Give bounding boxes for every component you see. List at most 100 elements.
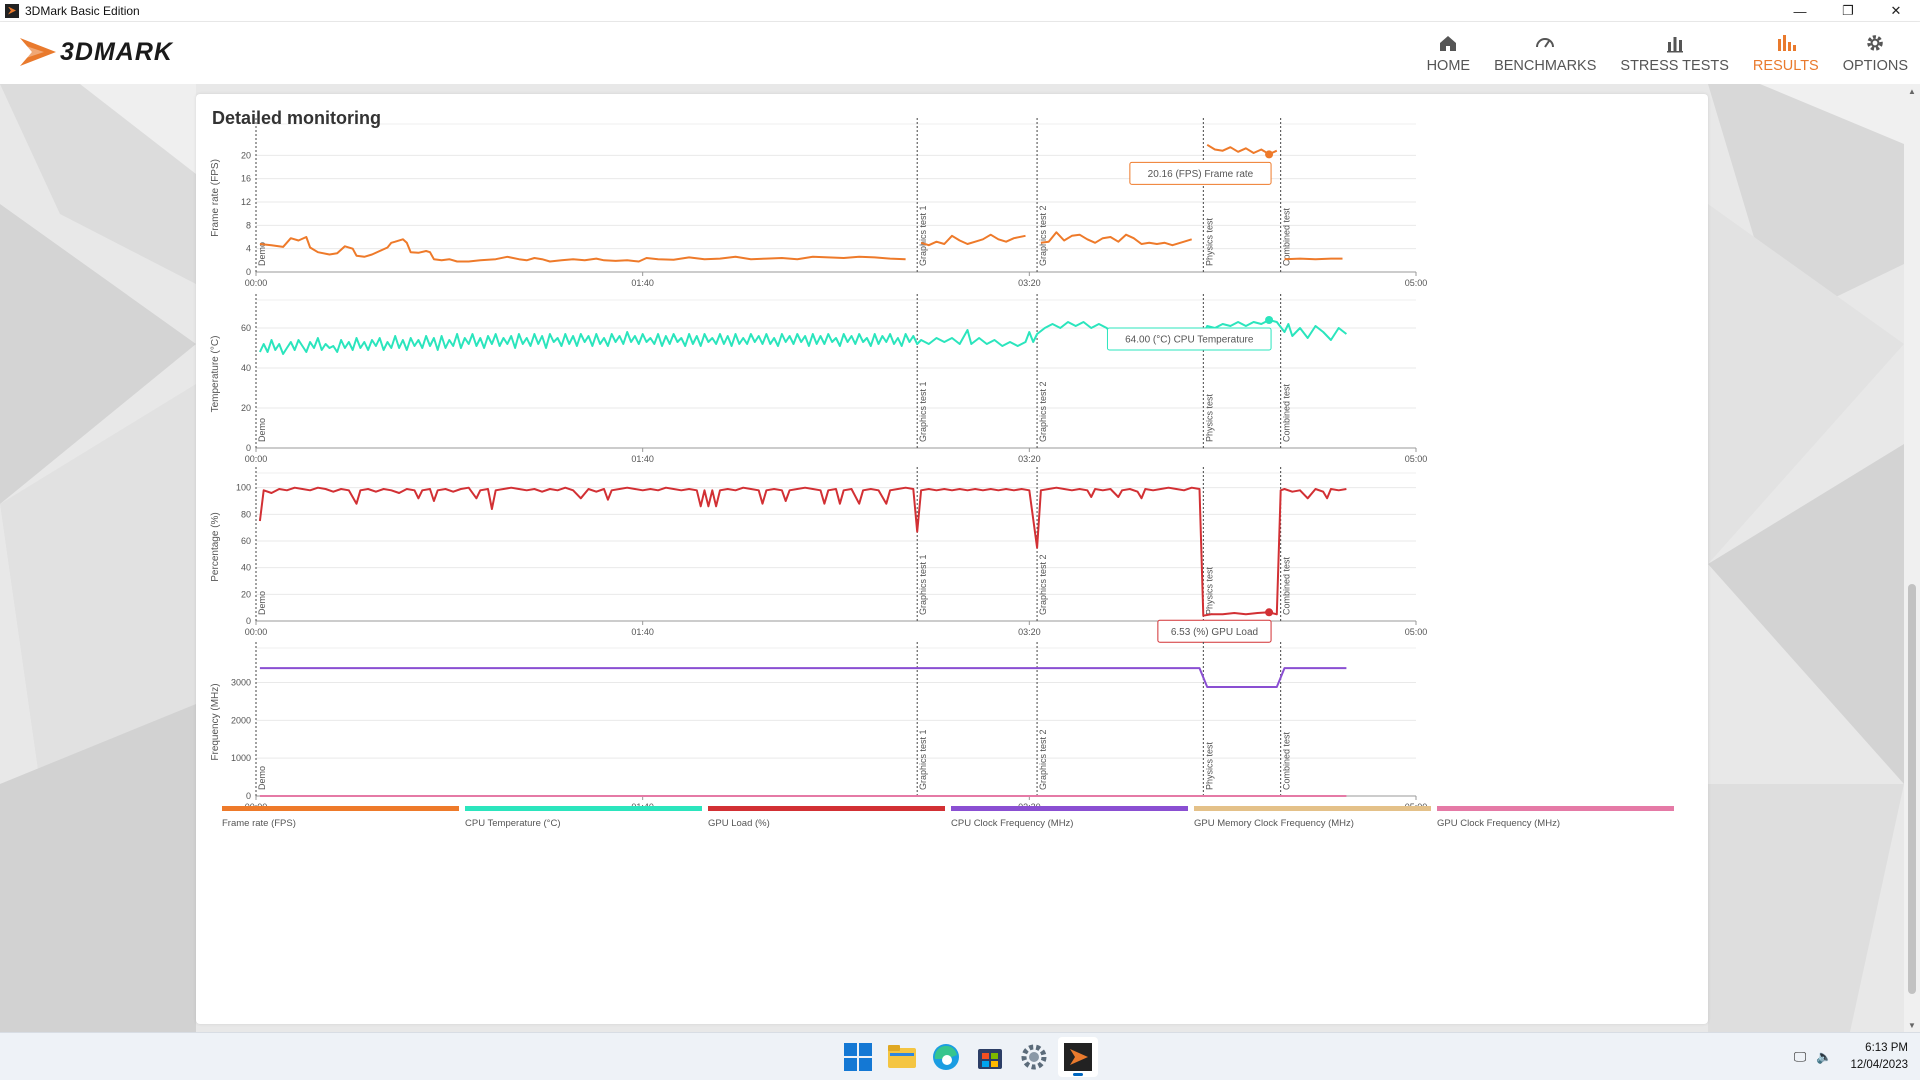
series-line-frame-rate bbox=[259, 236, 906, 263]
legend-swatch bbox=[1437, 806, 1674, 811]
y-axis-label: Frequency (MHz) bbox=[210, 683, 221, 760]
y-tick-label: 1000 bbox=[231, 753, 251, 763]
bar-chart-icon bbox=[1664, 32, 1686, 54]
chart-panel-3: 0 20 40 60 80 100 00:00 01:40 03:20 05:00 Percenta… bbox=[210, 467, 1427, 643]
legend-swatch bbox=[708, 806, 945, 811]
file-explorer-icon[interactable] bbox=[882, 1037, 922, 1077]
legend-item[interactable]: CPU Clock Frequency (MHz) bbox=[951, 806, 1188, 829]
nav-home[interactable]: HOME bbox=[1415, 22, 1483, 84]
logo-wordmark: 3DMARK bbox=[60, 37, 173, 66]
close-button[interactable]: ✕ bbox=[1890, 3, 1902, 18]
x-tick-label: 01:40 bbox=[631, 454, 654, 464]
x-tick-label: 03:20 bbox=[1018, 454, 1041, 464]
app-icon bbox=[5, 3, 19, 18]
taskbar-clock[interactable]: 6:13 PM 12/04/2023 bbox=[1850, 1040, 1908, 1074]
legend-item[interactable]: CPU Temperature (°C) bbox=[465, 806, 702, 829]
x-tick-label: 03:20 bbox=[1018, 278, 1041, 288]
clock-time: 6:13 PM bbox=[1865, 1042, 1908, 1054]
y-tick-label: 100 bbox=[236, 483, 251, 493]
nav-stress-tests[interactable]: STRESS TESTS bbox=[1608, 22, 1741, 84]
section-marker-label: Graphics test 2 bbox=[1038, 554, 1048, 615]
volume-icon[interactable]: 🔈 bbox=[1816, 1049, 1833, 1064]
tooltip-text: 64.00 (°C) CPU Temperature bbox=[1125, 335, 1254, 346]
app-logo[interactable]: 3DMARK bbox=[18, 32, 173, 72]
legend-swatch bbox=[1194, 806, 1431, 811]
legend-swatch bbox=[951, 806, 1188, 811]
nav-label: STRESS TESTS bbox=[1620, 58, 1729, 74]
scrollbar-thumb[interactable] bbox=[1908, 584, 1916, 994]
y-axis-label: Frame rate (FPS) bbox=[210, 159, 221, 237]
series-line-gpu-load bbox=[258, 486, 1347, 617]
nav-label: RESULTS bbox=[1752, 58, 1819, 74]
series-line-cpu-clock-frequency bbox=[259, 667, 1347, 688]
clock-date: 12/04/2023 bbox=[1850, 1059, 1908, 1071]
nav-options[interactable]: OPTIONS bbox=[1831, 22, 1920, 84]
legend-item[interactable]: GPU Clock Frequency (MHz) bbox=[1437, 806, 1674, 829]
app-header: 3DMARK HOME BENCHMARKS STRESS TESTS RESULTS… bbox=[0, 22, 1920, 84]
series-line-frame-rate bbox=[1040, 231, 1192, 247]
edge-browser-icon[interactable] bbox=[926, 1037, 966, 1077]
y-tick-label: 16 bbox=[241, 174, 251, 184]
chart-legend: Frame rate (FPS) CPU Temperature (°C) GPU … bbox=[222, 806, 1674, 829]
x-tick-label: 05:00 bbox=[1405, 278, 1428, 288]
legend-label: GPU Load (%) bbox=[708, 818, 770, 829]
y-tick-label: 0 bbox=[246, 443, 251, 453]
section-marker-label: Graphics test 1 bbox=[918, 205, 928, 266]
minimize-button[interactable]: — bbox=[1793, 3, 1807, 19]
window-title: 3DMark Basic Edition bbox=[25, 3, 140, 18]
x-tick-label: 05:00 bbox=[1405, 454, 1428, 464]
section-marker-label: Physics test bbox=[1204, 741, 1214, 790]
restore-button[interactable]: ❐ bbox=[1842, 3, 1854, 18]
page-scrollbar[interactable]: ▲ ▼ bbox=[1904, 84, 1920, 1032]
y-tick-label: 0 bbox=[246, 616, 251, 626]
section-marker-label: Physics test bbox=[1204, 217, 1214, 266]
microsoft-store-icon[interactable] bbox=[970, 1037, 1010, 1077]
section-marker-label: Graphics test 2 bbox=[1038, 205, 1048, 266]
chart-tooltip: 6.53 (%) GPU Load bbox=[1157, 608, 1274, 643]
background-pattern bbox=[0, 84, 1904, 1032]
settings-icon[interactable] bbox=[1014, 1037, 1054, 1077]
legend-label: CPU Temperature (°C) bbox=[465, 818, 560, 829]
legend-swatch bbox=[465, 806, 702, 811]
x-tick-label: 01:40 bbox=[631, 278, 654, 288]
y-tick-label: 8 bbox=[246, 220, 251, 230]
tooltip-point bbox=[1265, 150, 1274, 159]
speedometer-icon bbox=[1534, 32, 1556, 54]
start-icon[interactable] bbox=[838, 1037, 878, 1077]
x-tick-label: 00:00 bbox=[245, 278, 268, 288]
nav-benchmarks[interactable]: BENCHMARKS bbox=[1482, 22, 1608, 84]
nav-label: BENCHMARKS bbox=[1494, 58, 1597, 74]
scroll-up-icon[interactable]: ▲ bbox=[1908, 86, 1916, 96]
section-marker-label: Combined test bbox=[1282, 207, 1292, 266]
y-tick-label: 20 bbox=[241, 589, 251, 599]
tooltip-point bbox=[1265, 608, 1274, 617]
section-marker-label: Combined test bbox=[1282, 383, 1292, 442]
nav-label: HOME bbox=[1426, 58, 1471, 74]
detailed-monitoring-panel: 0 4 8 12 16 20 00:00 01:40 03:20 05:00 Frame rate … bbox=[196, 94, 1708, 1024]
home-icon bbox=[1437, 32, 1459, 54]
chart-panel-4: 010002000300000:0001:4003:2005:00Frequen… bbox=[210, 642, 1427, 812]
legend-item[interactable]: GPU Memory Clock Frequency (MHz) bbox=[1194, 806, 1431, 829]
y-tick-label: 0 bbox=[246, 791, 251, 801]
series-line-frame-rate bbox=[920, 233, 1026, 247]
tooltip-point bbox=[1265, 316, 1274, 324]
section-marker-label: Combined test bbox=[1282, 556, 1292, 615]
tooltip-box bbox=[1129, 161, 1272, 185]
y-axis-label: Temperature (°C) bbox=[210, 336, 221, 413]
nav-results[interactable]: RESULTS bbox=[1741, 22, 1831, 84]
scroll-down-icon[interactable]: ▼ bbox=[1908, 1020, 1916, 1030]
network-icon[interactable]: 🖵 bbox=[1793, 1049, 1807, 1064]
y-tick-label: 40 bbox=[241, 563, 251, 573]
section-marker-label: Combined test bbox=[1282, 731, 1292, 790]
results-chart-icon bbox=[1775, 32, 1797, 54]
y-tick-label: 60 bbox=[241, 323, 251, 333]
3dmark-app-icon[interactable] bbox=[1058, 1037, 1098, 1077]
legend-item[interactable]: Frame rate (FPS) bbox=[222, 806, 459, 829]
section-marker-label: Physics test bbox=[1204, 566, 1214, 615]
system-tray[interactable]: 🖵 🔈 bbox=[1794, 1049, 1833, 1065]
legend-item[interactable]: GPU Load (%) bbox=[708, 806, 945, 829]
main-nav: HOME BENCHMARKS STRESS TESTS RESULTS OPTIONS bbox=[1415, 22, 1920, 84]
chart-panel-2: 0 20 40 60 00:00 01:40 03:20 05:00 Temperature (… bbox=[210, 294, 1427, 464]
section-marker-label: Graphics test 1 bbox=[918, 729, 928, 790]
window-title-bar: 3DMark Basic Edition — ❐ ✕ bbox=[0, 0, 1920, 22]
